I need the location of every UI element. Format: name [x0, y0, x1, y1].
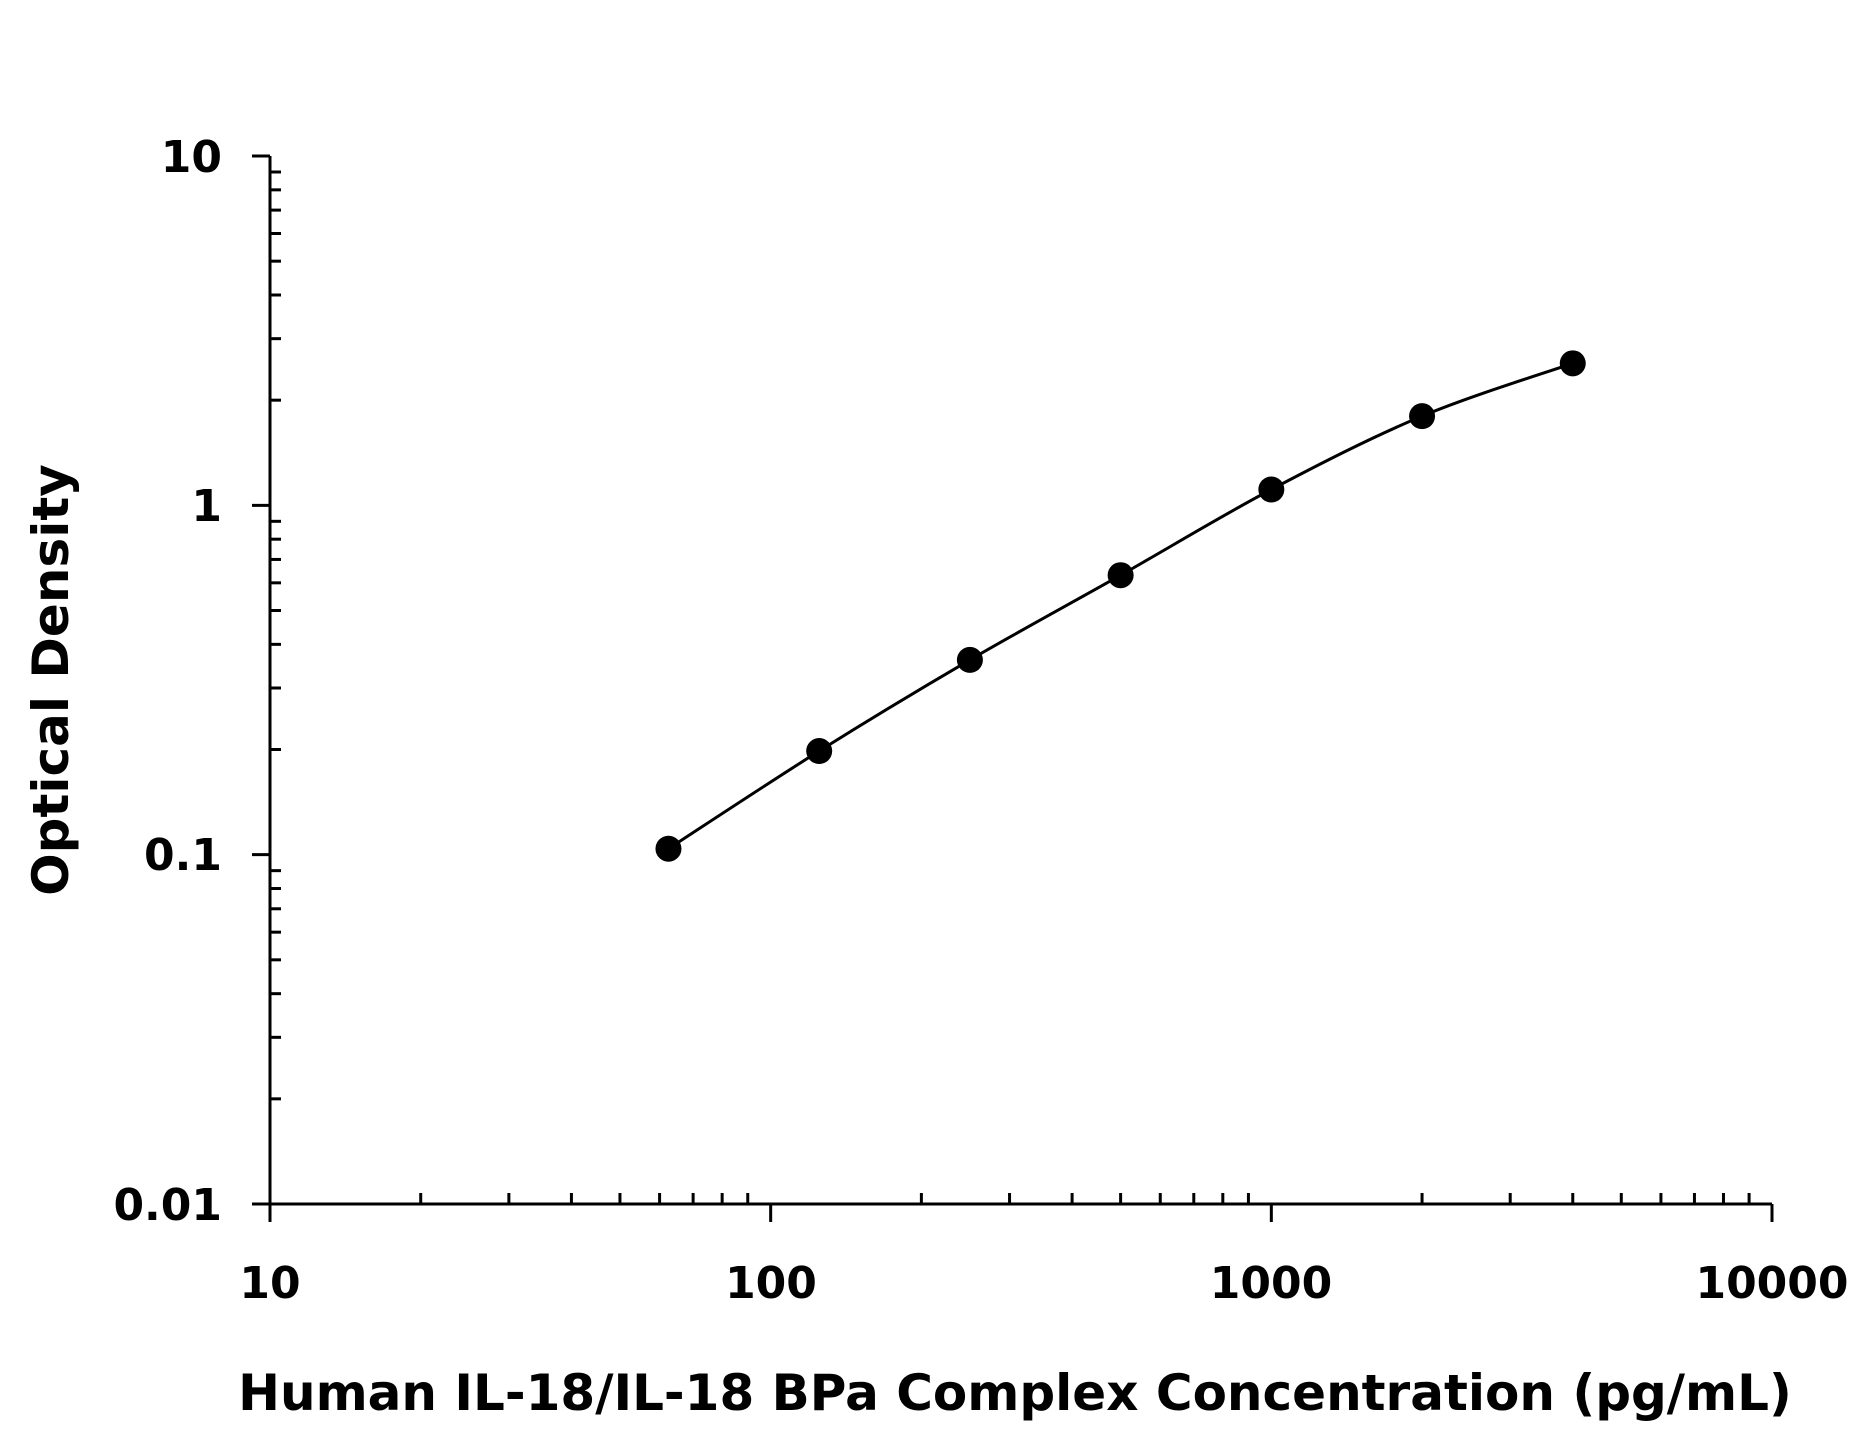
- data-point-marker: [1107, 562, 1134, 589]
- fit-curve: [667, 361, 1574, 850]
- y-tick-label-0.01: 0.01: [113, 1180, 222, 1231]
- data-point-marker: [956, 646, 983, 673]
- y-axis-title: Optical Density: [22, 464, 80, 896]
- data-points: [655, 350, 1586, 862]
- data-point-marker: [1258, 476, 1285, 503]
- x-axis-title: Human IL-18/IL-18 BPa Complex Concentrat…: [238, 1364, 1792, 1422]
- fit-curve-path: [667, 361, 1574, 850]
- y-tick-labels: 10 1 0.1 0.01: [113, 132, 222, 1231]
- x-tick-labels: 10 100 1000 10000: [239, 1258, 1848, 1309]
- y-tick-label-10: 10: [161, 132, 222, 183]
- x-tick-label-10000: 10000: [1695, 1258, 1848, 1309]
- x-axis: [252, 1193, 1774, 1222]
- data-point-marker: [655, 835, 682, 862]
- y-axis: [252, 154, 281, 1222]
- x-tick-label-1000: 1000: [1210, 1258, 1332, 1309]
- data-point-marker: [1559, 350, 1586, 377]
- x-tick-label-100: 100: [725, 1258, 817, 1309]
- data-point-marker: [806, 738, 833, 765]
- y-tick-label-0.1: 0.1: [144, 830, 222, 881]
- y-tick-label-1: 1: [191, 481, 222, 532]
- data-point-marker: [1409, 403, 1436, 430]
- x-tick-label-10: 10: [239, 1258, 300, 1309]
